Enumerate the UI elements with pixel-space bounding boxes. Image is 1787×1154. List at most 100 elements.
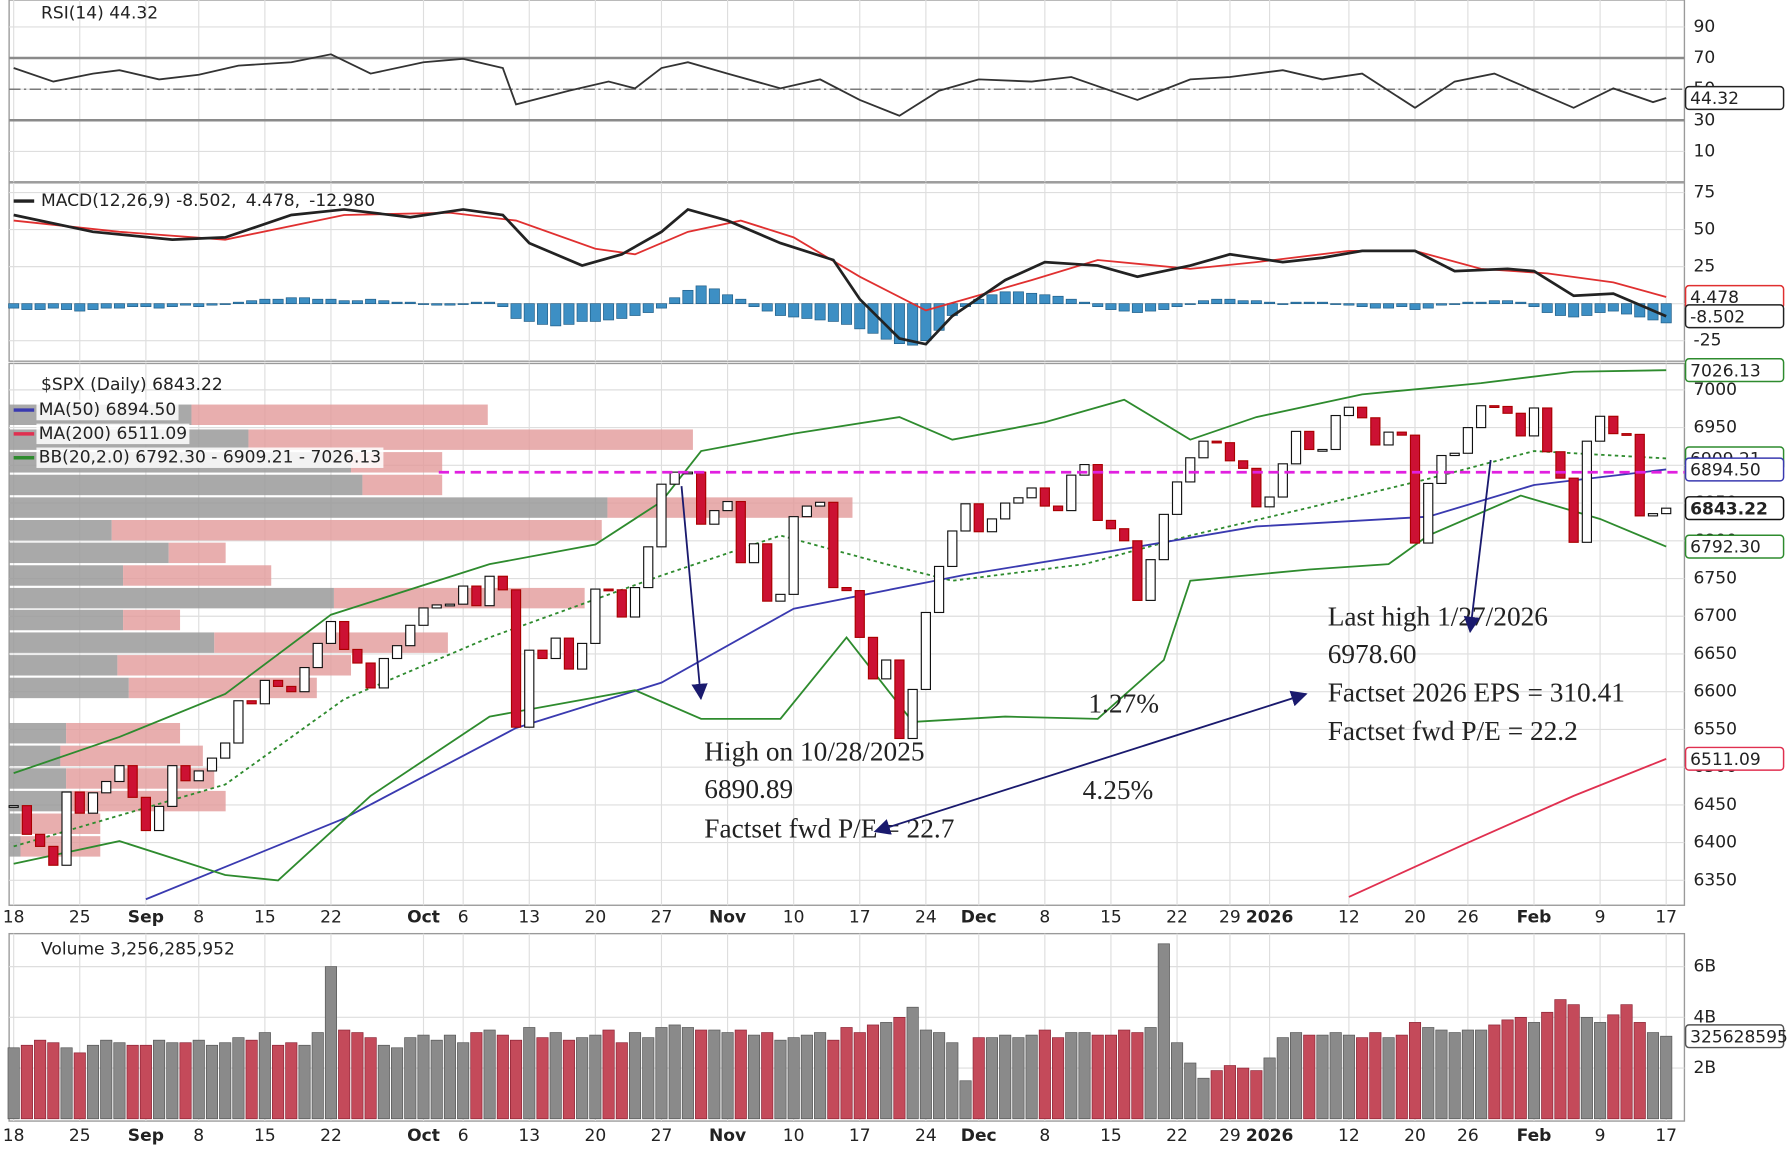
histogram-bar — [351, 300, 363, 305]
data-layer — [7, 53, 1685, 1120]
value-box-label: -8.502 — [1690, 307, 1745, 327]
histogram-bar — [603, 303, 615, 321]
candle — [272, 679, 284, 687]
panel-frame — [8, 932, 1686, 1122]
candle — [1224, 442, 1236, 462]
volume-bar — [1342, 1034, 1355, 1120]
histogram-bar — [1145, 303, 1157, 312]
x-tick-label: 24 — [915, 1126, 937, 1146]
volume-bar — [1131, 1032, 1144, 1120]
volume-bar — [919, 1029, 932, 1120]
candle — [1039, 487, 1050, 507]
x-tick-label: 15 — [254, 1126, 276, 1146]
histogram-bar — [232, 301, 244, 305]
panel-header: RSI(14) 44.32 — [41, 4, 158, 24]
candle — [153, 805, 165, 832]
histogram-bar — [1250, 300, 1262, 305]
volume-bar — [800, 1034, 813, 1120]
candle — [101, 780, 112, 794]
x-tick-label: 26 — [1457, 908, 1479, 928]
x-tick-label: Dec — [961, 1126, 997, 1146]
panel-header: 4.478, — [246, 191, 300, 211]
volume-by-price-up — [123, 609, 181, 631]
panel-header: BB(20,2.0) 6792.30 - 6909.21 - 7026.13 — [39, 448, 381, 468]
y-tick-label: 6650 — [1694, 644, 1737, 664]
volume-by-price-up — [191, 404, 488, 425]
histogram-bar — [484, 301, 496, 305]
x-tick-label: 9 — [1595, 908, 1606, 928]
histogram-bar — [642, 303, 654, 313]
histogram-bar — [1621, 303, 1633, 315]
y-tick-label: 6950 — [1694, 418, 1737, 438]
histogram-bar — [801, 303, 813, 319]
candle — [325, 620, 337, 644]
histogram-bar — [1290, 301, 1302, 305]
candle — [537, 649, 548, 660]
histogram-bar — [444, 303, 456, 306]
volume-bar — [113, 1042, 126, 1120]
candle — [8, 805, 19, 808]
volume-bar — [139, 1044, 152, 1120]
x-tick-label: Dec — [961, 908, 997, 928]
x-tick-label: 6 — [458, 1126, 469, 1146]
volume-bar — [1369, 1032, 1382, 1120]
volume-bar — [1091, 1034, 1104, 1120]
candle — [563, 637, 575, 670]
volume-bar — [324, 966, 337, 1120]
x-tick-label: Feb — [1517, 908, 1552, 928]
candle — [1171, 481, 1183, 515]
volume-by-price-down — [9, 474, 363, 496]
volume-bar — [100, 1039, 113, 1120]
candle — [1462, 427, 1474, 454]
value-box-label: 6511.09 — [1690, 750, 1761, 770]
candle — [1198, 440, 1209, 459]
histogram-bar — [431, 303, 443, 306]
candle — [1423, 482, 1434, 544]
x-tick-label: 18 — [3, 1126, 25, 1146]
volume-by-price-down — [9, 542, 169, 564]
candle — [378, 657, 389, 689]
candle — [1396, 431, 1407, 436]
volume-by-price-down — [9, 768, 67, 789]
panel-header: $SPX (Daily) 6843.22 — [41, 375, 223, 395]
histogram-bar — [206, 303, 218, 306]
candle — [695, 471, 707, 525]
candle — [1370, 417, 1381, 446]
histogram-bar — [299, 297, 310, 305]
volume-bar — [615, 1042, 628, 1120]
volume-bar — [1118, 1029, 1131, 1120]
panel-frame — [8, 0, 1686, 183]
histogram-bar — [61, 303, 73, 310]
candle — [1000, 502, 1011, 520]
candle — [1449, 452, 1460, 457]
volume-bar — [1646, 1032, 1660, 1120]
histogram-bar — [523, 303, 535, 322]
volume-bar — [391, 1047, 404, 1120]
volume-bar — [470, 1032, 483, 1120]
volume-by-price-up — [117, 655, 352, 676]
x-tick-label: 18 — [3, 908, 25, 928]
histogram-bar — [1607, 303, 1619, 312]
value-box-label: 4.478 — [1690, 288, 1739, 308]
volume-bar — [1448, 1032, 1461, 1120]
annotation: 6890.89 — [704, 774, 793, 804]
volume-bar — [483, 1029, 496, 1120]
candle — [1502, 405, 1513, 414]
volume-bar — [1144, 1027, 1157, 1120]
volume-bar — [34, 1039, 47, 1120]
histogram-bar — [1171, 303, 1183, 307]
histogram-bar — [1158, 303, 1170, 310]
volume-bar — [86, 1044, 100, 1120]
value-box — [1684, 304, 1785, 329]
volume-bar — [377, 1044, 390, 1120]
histogram-bar — [219, 303, 231, 305]
volume-bar — [1607, 1014, 1620, 1120]
candle — [894, 659, 905, 740]
candle — [801, 505, 813, 518]
candle — [960, 503, 971, 532]
x-tick-label: 20 — [1404, 908, 1426, 928]
histogram-bar — [1449, 303, 1461, 305]
volume-bar — [1461, 1029, 1474, 1120]
volume-bar — [7, 1047, 20, 1120]
volume-bar — [245, 1039, 258, 1120]
